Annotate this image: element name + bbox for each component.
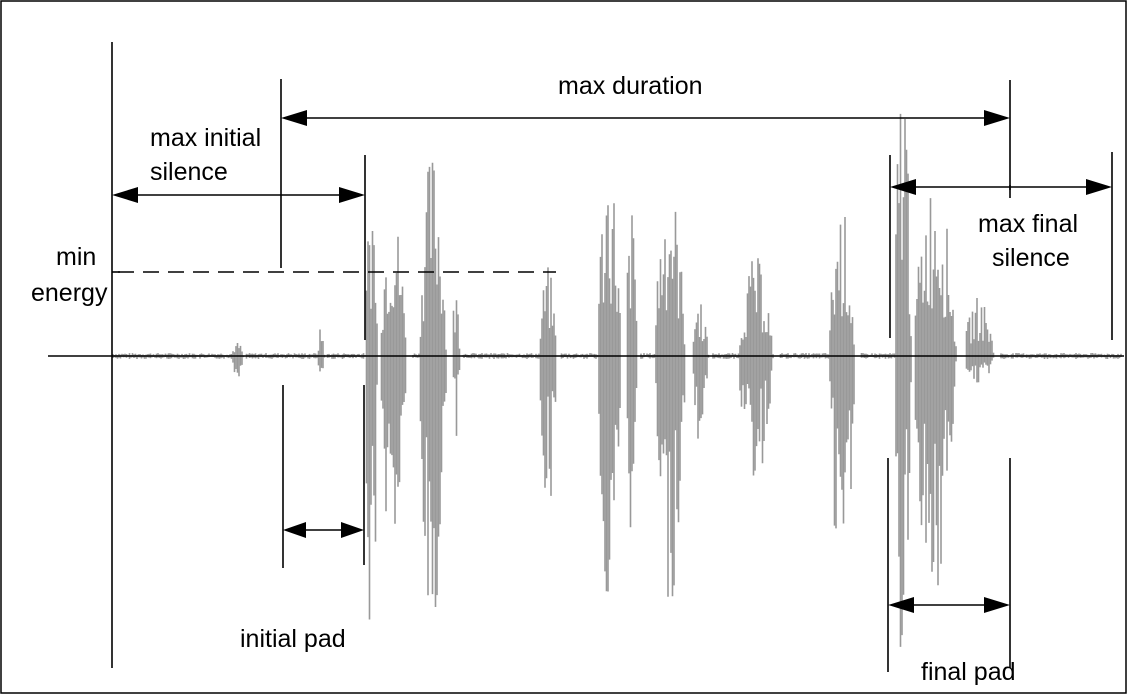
initial-pad-label: initial pad	[240, 625, 346, 653]
max-final-silence-arrow-right	[1086, 179, 1112, 195]
max-initial-silence-arrow-left	[112, 187, 138, 203]
initial-pad-arrow-left	[283, 522, 306, 538]
max-initial-silence-label-line2: silence	[150, 158, 228, 186]
min-energy-label-line2: energy	[31, 279, 108, 307]
max-initial-silence-arrow-right	[339, 187, 365, 203]
initial-pad-arrow-right	[341, 522, 364, 538]
max-duration-arrow-right	[984, 110, 1010, 126]
final-pad-arrow-right	[984, 597, 1010, 613]
max-duration-label: max duration	[558, 72, 703, 100]
max-final-silence-label-line1: max final	[978, 210, 1078, 238]
final-pad-label: final pad	[921, 658, 1016, 686]
max-final-silence-arrow-left	[890, 179, 916, 195]
max-final-silence-label-line2: silence	[992, 244, 1070, 272]
max-duration-arrow-left	[281, 110, 307, 126]
max-initial-silence-label-line1: max initial	[150, 124, 261, 152]
speech-waveform	[112, 113, 1122, 647]
min-energy-label-line1: min	[56, 243, 96, 271]
final-pad-arrow-left	[888, 597, 914, 613]
